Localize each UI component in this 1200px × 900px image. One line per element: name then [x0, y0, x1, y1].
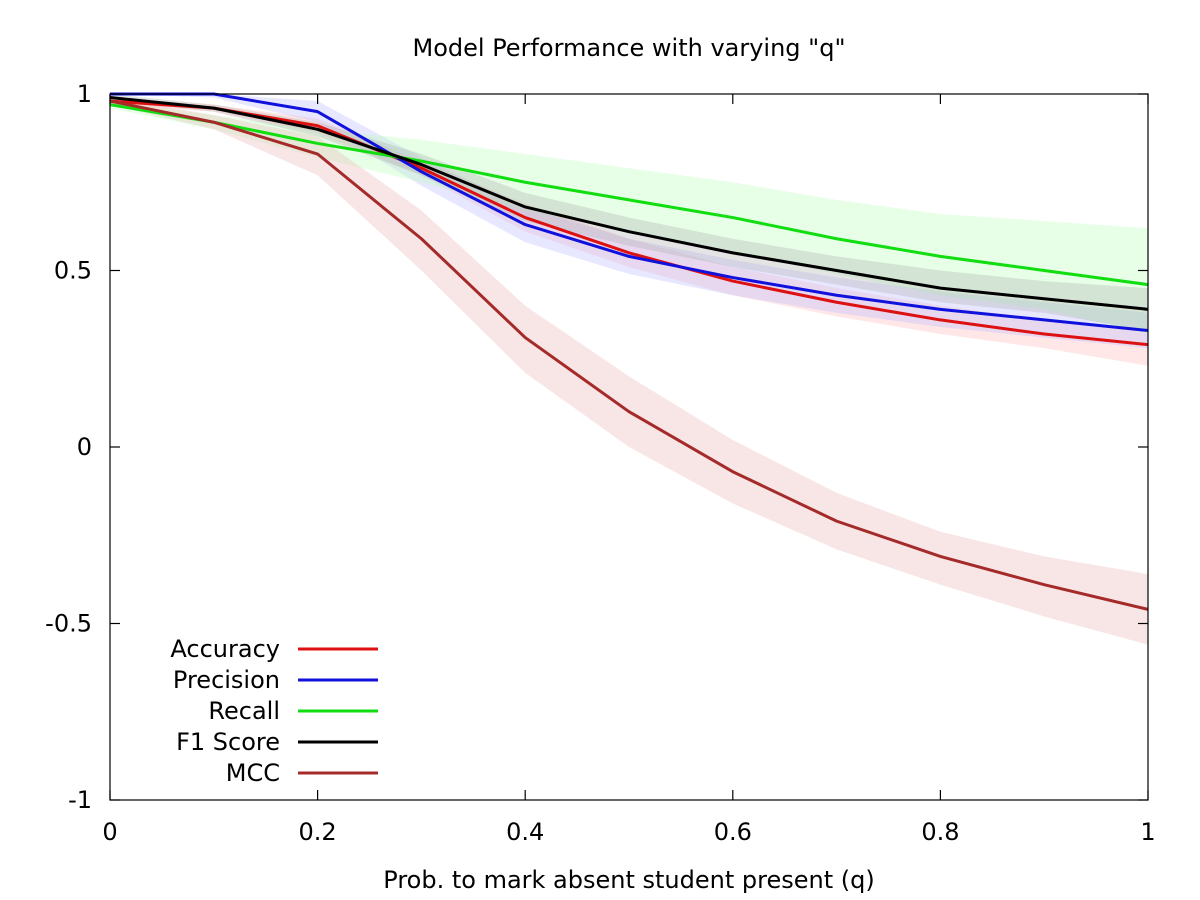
series-line-f1-score: [109, 96, 1149, 311]
legend: Accuracy Precision Recall F1 Score MCC: [170, 635, 378, 787]
legend-label-f1-score: F1 Score: [176, 728, 280, 756]
x-axis-label: Prob. to mark absent student present (q): [383, 866, 874, 894]
x-tick-label: 1: [1140, 818, 1155, 846]
band-mcc: [110, 97, 1148, 645]
y-tick-label: 1: [77, 80, 92, 108]
axis-ticks: 0 0.2 0.4 0.6 0.8 1 1 0.5 0 -0.5 -1: [45, 80, 1155, 846]
series-line-precision: [110, 92, 1149, 333]
confidence-bands: [110, 94, 1148, 645]
y-tick-label: -0.5: [45, 610, 92, 638]
legend-label-recall: Recall: [208, 697, 280, 725]
series-line-mcc: [109, 99, 1149, 611]
legend-label-mcc: MCC: [226, 759, 280, 787]
series-line-recall: [109, 103, 1149, 287]
y-tick-label: 0.5: [54, 257, 92, 285]
x-tick-label: 0.8: [921, 818, 959, 846]
chart-title: Model Performance with varying "q": [413, 34, 846, 62]
y-tick-label: -1: [68, 786, 92, 814]
legend-label-accuracy: Accuracy: [170, 635, 280, 663]
band-accuracy: [110, 97, 1148, 366]
x-tick-label: 0.6: [714, 818, 752, 846]
x-tick-label: 0: [102, 818, 117, 846]
y-tick-label: 0: [77, 433, 92, 461]
series-lines: [109, 92, 1149, 611]
band-precision: [110, 94, 1148, 349]
x-tick-label: 0.4: [506, 818, 544, 846]
x-tick-label: 0.2: [299, 818, 337, 846]
series-line-accuracy: [109, 99, 1149, 347]
band-recall: [110, 101, 1148, 335]
legend-label-precision: Precision: [173, 666, 280, 694]
